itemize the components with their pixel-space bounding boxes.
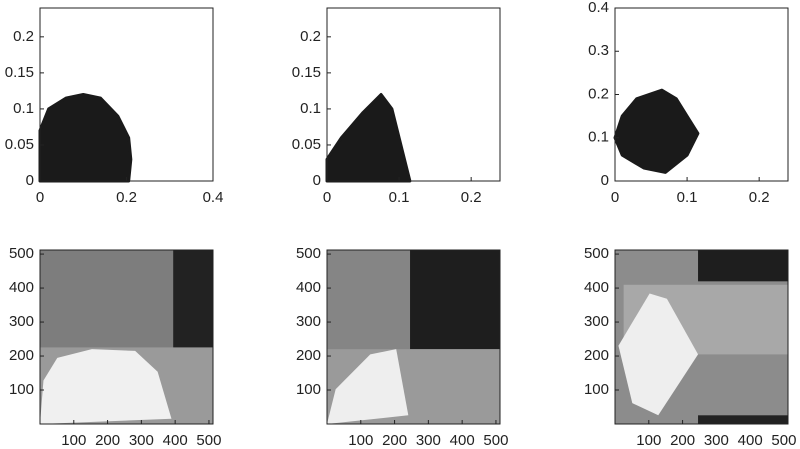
axes-frame	[39, 249, 214, 425]
x-tick-label: 500	[483, 432, 508, 449]
x-tick-label: 100	[636, 432, 661, 449]
x-tick-label: 300	[704, 432, 729, 449]
y-tick-label: 0.3	[588, 42, 609, 59]
y-tick-label: 0.1	[13, 100, 34, 117]
image-region	[173, 250, 213, 348]
y-tick-label: 0.2	[588, 85, 609, 102]
axes-frame	[614, 249, 789, 425]
x-tick-label: 400	[738, 432, 763, 449]
y-tick-label: 400	[296, 279, 321, 296]
x-tick-label: 300	[416, 432, 441, 449]
x-tick-label: 500	[771, 432, 796, 449]
x-tick-label: 0.4	[203, 189, 224, 206]
y-tick-label: 0.05	[5, 136, 34, 153]
image-region	[698, 415, 788, 424]
y-tick-label: 400	[584, 279, 609, 296]
panel: 100 200 300 400 500 100 200 300 400 500	[296, 245, 508, 449]
y-tick-label: 0.2	[13, 28, 34, 45]
y-tick-label: 500	[296, 245, 321, 262]
region	[38, 93, 133, 183]
y-tick-label: 300	[9, 313, 34, 330]
image-region	[40, 349, 172, 424]
y-tick-label: 100	[584, 381, 609, 398]
x-tick-label: 500	[196, 432, 221, 449]
y-tick-label: 300	[296, 313, 321, 330]
y-tick-label: 100	[9, 381, 34, 398]
y-tick-label: 0	[26, 172, 34, 189]
image-region	[327, 349, 409, 424]
y-tick-label: 0	[313, 172, 321, 189]
y-tick-label: 0	[601, 172, 609, 189]
x-tick-label: 200	[670, 432, 695, 449]
region	[325, 93, 412, 183]
x-tick-label: 400	[450, 432, 475, 449]
axes-frame	[326, 7, 501, 182]
x-tick-label: 0.1	[677, 189, 698, 206]
y-tick-label: 0.15	[292, 64, 321, 81]
y-tick-label: 200	[584, 347, 609, 364]
y-tick-label: 0.05	[292, 136, 321, 153]
y-tick-label: 0.2	[300, 28, 321, 45]
region	[613, 88, 700, 174]
x-tick-label: 200	[95, 432, 120, 449]
y-tick-label: 500	[584, 245, 609, 262]
x-tick-label: 300	[129, 432, 154, 449]
x-tick-label: 0	[611, 189, 619, 206]
y-tick-label: 0.1	[300, 100, 321, 117]
y-tick-label: 0.4	[588, 0, 609, 16]
panel: 0 0.2 0.4 0 0.05 0.1 0.15 0.2	[5, 7, 224, 206]
panel: 0 0.1 0.2 0 0.05 0.1 0.15 0.2	[292, 7, 501, 206]
y-tick-label: 400	[9, 279, 34, 296]
y-tick-label: 0.1	[588, 129, 609, 146]
image-region	[618, 293, 699, 416]
x-tick-label: 0.2	[749, 189, 770, 206]
y-tick-label: 200	[296, 347, 321, 364]
panel: 100 200 300 400 500 100 200 300 400 500	[9, 245, 221, 449]
image-region	[698, 250, 788, 282]
x-tick-label: 100	[61, 432, 86, 449]
y-tick-label: 0.15	[5, 64, 34, 81]
x-tick-label: 100	[348, 432, 373, 449]
y-tick-label: 300	[584, 313, 609, 330]
x-tick-label: 0.1	[389, 189, 410, 206]
x-tick-label: 200	[382, 432, 407, 449]
y-tick-label: 500	[9, 245, 34, 262]
x-tick-label: 0.2	[461, 189, 482, 206]
x-tick-label: 400	[163, 432, 188, 449]
axes-frame	[326, 249, 501, 425]
image-region	[410, 250, 500, 350]
y-tick-label: 100	[296, 381, 321, 398]
y-tick-label: 200	[9, 347, 34, 364]
x-tick-label: 0	[36, 189, 44, 206]
panel: 0 0.1 0.2 0 0.1 0.2 0.3 0.4	[588, 0, 789, 206]
x-tick-label: 0	[323, 189, 331, 206]
panel: 100 200 300 400 500 100 200 300 400 500	[584, 245, 796, 449]
x-tick-label: 0.2	[116, 189, 137, 206]
